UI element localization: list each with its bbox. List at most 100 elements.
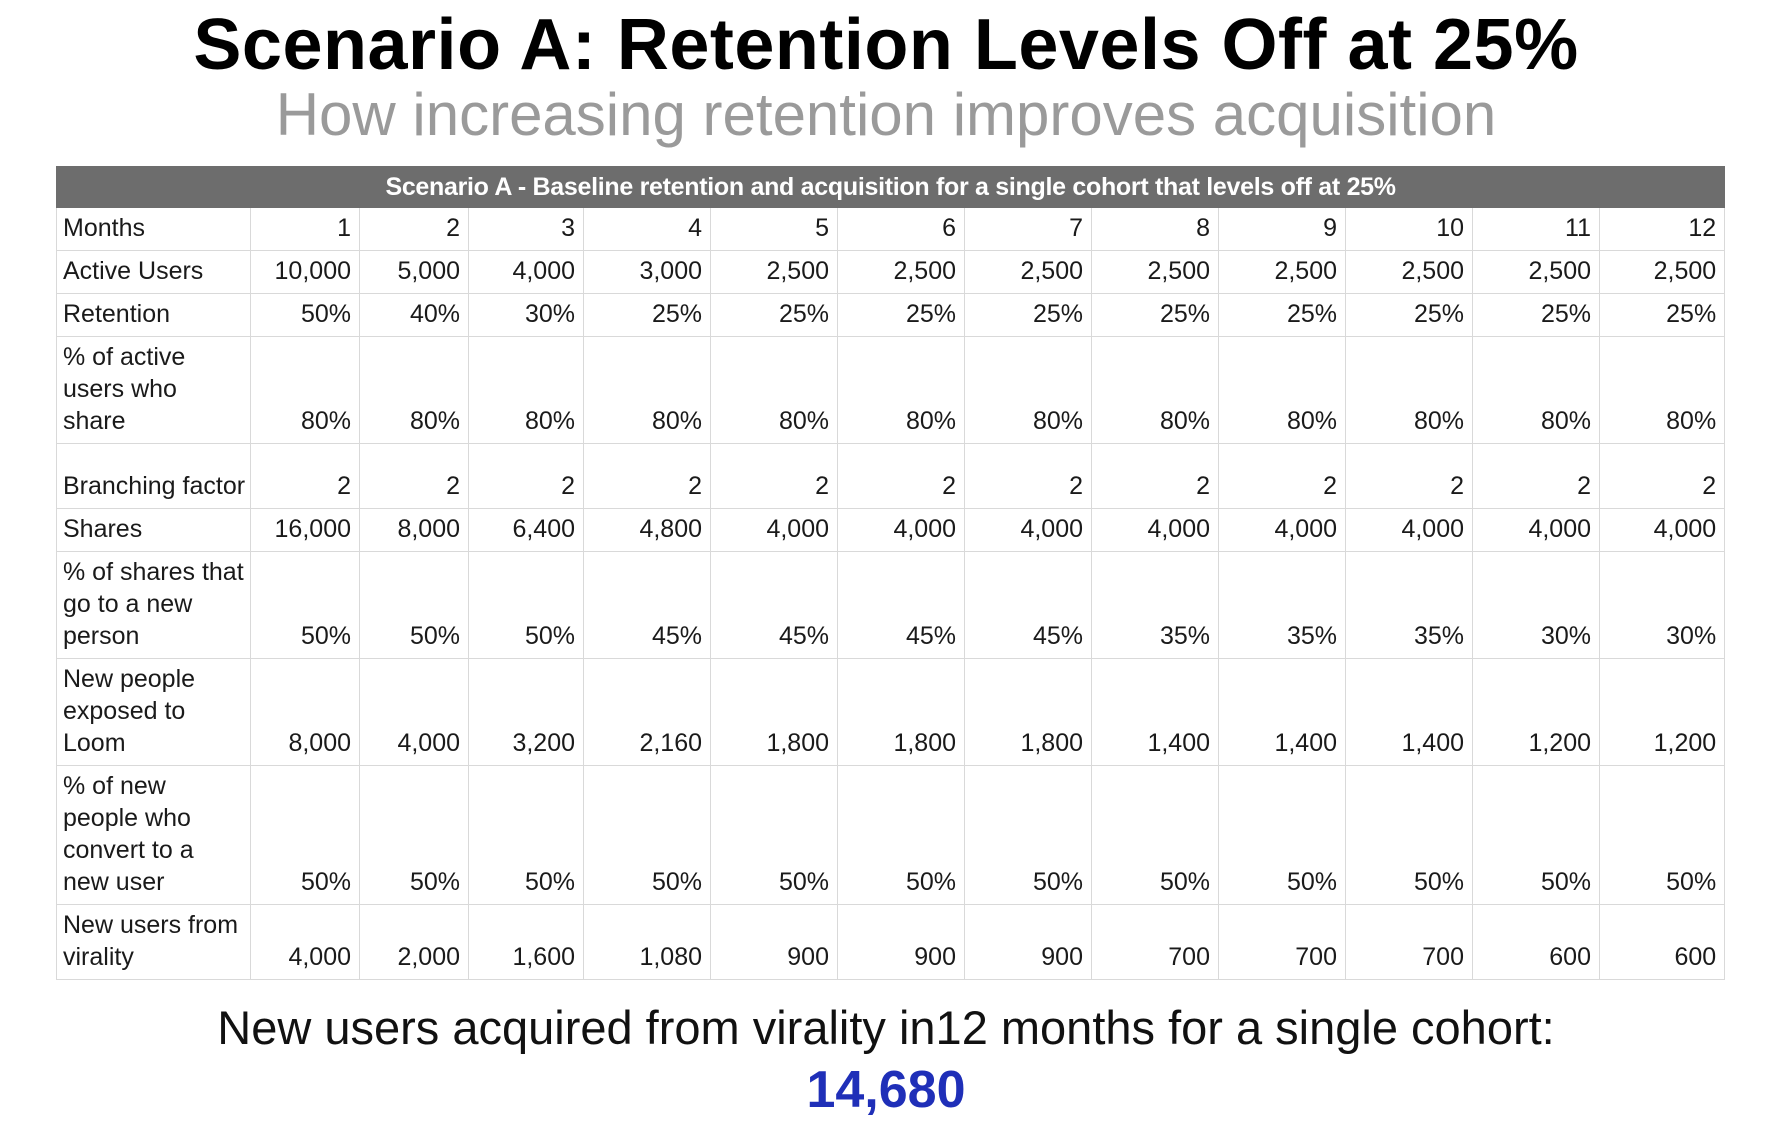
table-cell: 1,800 — [964, 658, 1092, 766]
table-cell: 4,000 — [1598, 508, 1726, 552]
table-cell: 3,000 — [583, 250, 711, 294]
table-cell: 2,500 — [710, 250, 838, 294]
table-cell: 45% — [710, 551, 838, 659]
table-cell: 35% — [1345, 551, 1473, 659]
table-cell: 30% — [1598, 551, 1726, 659]
table-cell: 1,200 — [1472, 658, 1600, 766]
table-cell: 80% — [1218, 336, 1346, 444]
table-cell: 50% — [837, 765, 965, 905]
table-cell: 2 — [250, 443, 360, 509]
table-cell: 700 — [1091, 904, 1219, 980]
row-label: % of new people who convert to a new use… — [56, 765, 251, 905]
table-cell: 80% — [468, 336, 584, 444]
table-banner-row: Scenario A - Baseline retention and acqu… — [55, 166, 1726, 208]
table-cell: 25% — [1598, 293, 1726, 337]
table-cell: 2 — [837, 443, 965, 509]
table-row: Branching factor 2 2 2 2 2 2 2 2 2 2 2 2 — [56, 443, 1726, 509]
table-cell: 45% — [583, 551, 711, 659]
table-cell: 700 — [1218, 904, 1346, 980]
row-label: New people exposed to Loom — [56, 658, 251, 766]
table-cell: 2 — [710, 443, 838, 509]
table-cell: 11 — [1472, 207, 1600, 251]
table-cell: 80% — [1091, 336, 1219, 444]
table-cell: 4,000 — [1091, 508, 1219, 552]
page-subtitle: How increasing retention improves acquis… — [275, 81, 1497, 148]
table-cell: 50% — [359, 551, 469, 659]
table-row: % of new people who convert to a new use… — [56, 765, 1726, 905]
table-cell: 7 — [964, 207, 1092, 251]
table-cell: 50% — [250, 765, 360, 905]
table-cell: 50% — [1472, 765, 1600, 905]
table-cell: 900 — [710, 904, 838, 980]
table-cell: 50% — [468, 765, 584, 905]
table-cell: 1,200 — [1598, 658, 1726, 766]
table-cell: 50% — [964, 765, 1092, 905]
table-cell: 600 — [1598, 904, 1726, 980]
table-cell: 8 — [1091, 207, 1219, 251]
table-cell: 2 — [1345, 443, 1473, 509]
row-label: % of shares that go to a new person — [56, 551, 251, 659]
table-cell: 12 — [1598, 207, 1726, 251]
table-cell: 4,000 — [468, 250, 584, 294]
table-cell: 80% — [1472, 336, 1600, 444]
table-cell: 1,400 — [1218, 658, 1346, 766]
table-row: Months 1 2 3 4 5 6 7 8 9 10 11 12 — [56, 207, 1726, 251]
summary-total: 14,680 — [806, 1061, 966, 1119]
table-cell: 900 — [964, 904, 1092, 980]
table-cell: 3,200 — [468, 658, 584, 766]
table-cell: 1,600 — [468, 904, 584, 980]
table-cell: 4 — [583, 207, 711, 251]
table-cell: 2 — [583, 443, 711, 509]
table-cell: 4,000 — [710, 508, 838, 552]
table-cell: 2,500 — [1091, 250, 1219, 294]
table-cell: 80% — [250, 336, 360, 444]
table-cell: 1,800 — [710, 658, 838, 766]
table-cell: 6 — [837, 207, 965, 251]
table-cell: 25% — [964, 293, 1092, 337]
table-cell: 50% — [583, 765, 711, 905]
table-cell: 30% — [1472, 551, 1600, 659]
row-label: Active Users — [56, 250, 251, 294]
table-cell: 2 — [1472, 443, 1600, 509]
table-cell: 25% — [1345, 293, 1473, 337]
table-cell: 2,500 — [964, 250, 1092, 294]
table-cell: 50% — [468, 551, 584, 659]
table-cell: 1 — [250, 207, 360, 251]
table-cell: 4,000 — [250, 904, 360, 980]
table-cell: 25% — [837, 293, 965, 337]
scenario-table: Scenario A - Baseline retention and acqu… — [55, 166, 1726, 980]
table-cell: 4,000 — [837, 508, 965, 552]
row-label: Retention — [56, 293, 251, 337]
table-cell: 9 — [1218, 207, 1346, 251]
table-cell: 1,800 — [837, 658, 965, 766]
table-cell: 2,160 — [583, 658, 711, 766]
table-cell: 25% — [710, 293, 838, 337]
table-row: Active Users 10,000 5,000 4,000 3,000 2,500 2,… — [56, 250, 1726, 294]
table-cell: 40% — [359, 293, 469, 337]
table-cell: 2,500 — [1598, 250, 1726, 294]
table-cell: 8,000 — [250, 658, 360, 766]
table-row: Retention 50% 40% 30% 25% 25% 25% 25% 25% 25% 25% 2… — [56, 293, 1726, 337]
table-banner: Scenario A - Baseline retention and acqu… — [55, 166, 1726, 208]
table-cell: 5,000 — [359, 250, 469, 294]
table-cell: 6,400 — [468, 508, 584, 552]
table-cell: 35% — [1218, 551, 1346, 659]
table-cell: 4,800 — [583, 508, 711, 552]
table-cell: 2 — [1218, 443, 1346, 509]
table-cell: 2,500 — [1345, 250, 1473, 294]
table-cell: 80% — [837, 336, 965, 444]
table-row: Shares 16,000 8,000 6,400 4,800 4,000 4,000 4,0… — [56, 508, 1726, 552]
table-cell: 1,400 — [1345, 658, 1473, 766]
table-cell: 10 — [1345, 207, 1473, 251]
table-cell: 80% — [1345, 336, 1473, 444]
table-cell: 4,000 — [1218, 508, 1346, 552]
table-cell: 600 — [1472, 904, 1600, 980]
page-title: Scenario A: Retention Levels Off at 25% — [193, 5, 1579, 85]
table-cell: 1,080 — [583, 904, 711, 980]
table-cell: 25% — [583, 293, 711, 337]
table-cell: 2 — [1091, 443, 1219, 509]
table-row: New users from virality 4,000 2,000 1,600 1,… — [56, 904, 1726, 980]
table-cell: 2 — [468, 443, 584, 509]
table-cell: 45% — [837, 551, 965, 659]
table-cell: 45% — [964, 551, 1092, 659]
